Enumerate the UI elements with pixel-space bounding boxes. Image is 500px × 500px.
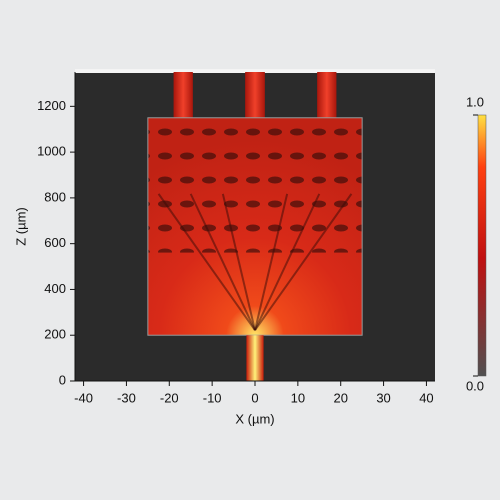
y-tick-label: 600 [44, 235, 66, 250]
colorbar [477, 114, 487, 377]
fan-line [189, 193, 256, 331]
fan-line [254, 193, 353, 331]
output-waveguide [317, 72, 337, 118]
input-waveguide [246, 335, 264, 381]
top-edge [75, 69, 435, 73]
x-axis-label: X (µm) [235, 411, 274, 426]
y-tick-label: 1000 [37, 144, 66, 159]
y-tick-label: 800 [44, 189, 66, 204]
y-axis-label: Z (µm) [13, 207, 28, 246]
output-waveguide [245, 72, 265, 118]
x-tick-label: 0 [251, 390, 258, 405]
y-tick-label: 400 [44, 281, 66, 296]
x-tick-label: 30 [376, 390, 390, 405]
y-tick-label: 1200 [37, 98, 66, 113]
x-tick-label: 10 [291, 390, 305, 405]
y-tick-label: 200 [44, 327, 66, 342]
x-tick-label: -30 [117, 390, 136, 405]
plot-area [75, 69, 435, 381]
y-tick-label: 0 [59, 372, 66, 387]
output-waveguide [173, 72, 193, 118]
fan-line [157, 193, 256, 331]
x-tick-label: 20 [333, 390, 347, 405]
fan-line [254, 193, 321, 331]
x-tick-label: -20 [160, 390, 179, 405]
colorbar-tick-label: 0.0 [466, 378, 484, 393]
interference-pattern [147, 117, 363, 253]
x-tick-label: -40 [74, 390, 93, 405]
fan-line [221, 193, 256, 331]
x-tick-label: 40 [419, 390, 433, 405]
x-tick-label: -10 [203, 390, 222, 405]
fan-line [254, 193, 289, 331]
colorbar-tick-label: 1.0 [466, 94, 484, 109]
